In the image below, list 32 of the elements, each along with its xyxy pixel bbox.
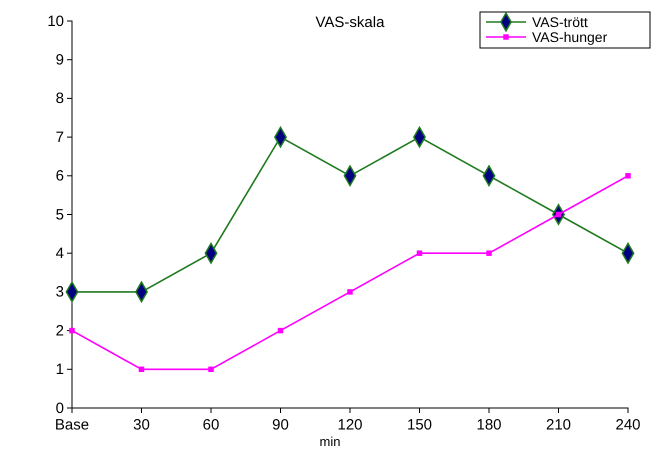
y-tick-label: 7 bbox=[56, 128, 64, 146]
y-tick-label: 10 bbox=[47, 12, 64, 30]
x-tick-label: 30 bbox=[133, 416, 150, 434]
y-tick-label: 0 bbox=[56, 400, 64, 417]
x-tick-label: 60 bbox=[202, 416, 220, 434]
point bbox=[208, 366, 214, 372]
y-tick-label: 1 bbox=[56, 361, 64, 378]
legend-label: VAS-hunger bbox=[532, 29, 608, 45]
legend-label: VAS-trött bbox=[532, 14, 588, 30]
point bbox=[278, 328, 284, 334]
y-tick-label: 6 bbox=[56, 168, 64, 185]
y-tick-label: 5 bbox=[56, 206, 64, 224]
x-tick-label: 210 bbox=[546, 416, 572, 434]
point bbox=[416, 250, 422, 256]
point bbox=[347, 289, 353, 295]
x-tick-label: 240 bbox=[615, 416, 641, 434]
y-tick-label: 3 bbox=[56, 284, 64, 301]
x-tick-label: Base bbox=[54, 416, 90, 434]
y-tick-label: 9 bbox=[56, 52, 64, 68]
point bbox=[138, 366, 144, 372]
point bbox=[625, 173, 631, 179]
x-tick-label: 180 bbox=[476, 416, 502, 434]
point bbox=[69, 328, 75, 334]
point bbox=[486, 250, 492, 256]
chart-title: VAS-skala bbox=[316, 14, 386, 31]
x-tick-label: 120 bbox=[337, 416, 363, 434]
y-tick-label: 8 bbox=[56, 90, 64, 108]
x-axis-title: min bbox=[320, 434, 340, 449]
x-tick-label: 90 bbox=[272, 416, 289, 434]
y-tick-label: 2 bbox=[56, 322, 64, 340]
y-tick-label: 4 bbox=[56, 245, 64, 262]
x-tick-label: 150 bbox=[406, 416, 432, 434]
